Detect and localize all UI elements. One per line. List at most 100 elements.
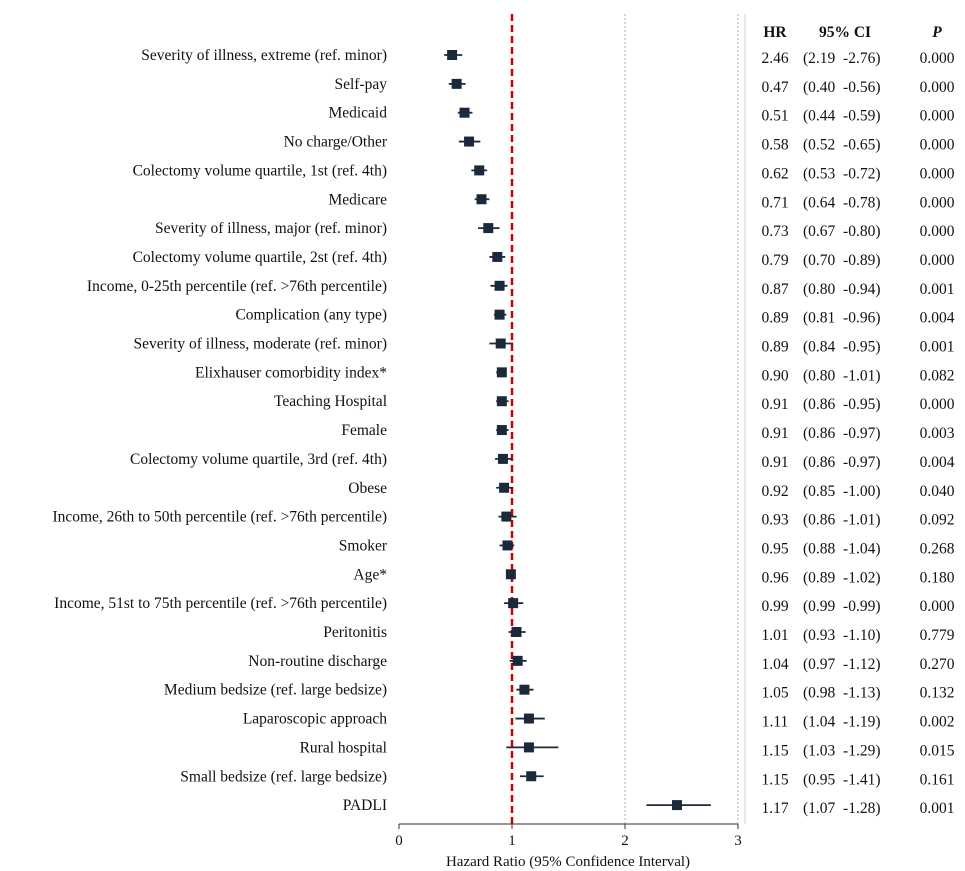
table-p-value: 0.002 [920,714,955,731]
x-axis: 0 1 2 3 [395,823,742,849]
hr-marker [464,136,475,147]
table-hr-value: 0.73 [761,223,788,240]
hr-marker [511,627,522,637]
data-marks [444,50,711,811]
table-p-value: 0.015 [920,742,955,759]
hr-marker [483,223,494,234]
row-label: Colectomy volume quartile, 1st (ref. 4th… [133,162,387,179]
table-p-value: 0.003 [920,425,955,442]
table-p-value: 0.270 [920,656,955,673]
table-p-value: 0.001 [920,800,955,817]
table-ci-value: (0.81 -0.96) [803,310,881,327]
table-p-value: 0.004 [920,310,955,327]
table-ci-value: (2.19 -2.76) [803,50,881,67]
row-labels: Severity of illness, extreme (ref. minor… [52,47,387,814]
table-hr-value: 0.89 [761,310,788,327]
hr-marker [508,598,519,609]
table-hr-value: 0.51 [761,108,788,125]
table-hr-value: 1.15 [761,771,788,788]
table-ci-value: (0.85 -1.00) [803,483,881,500]
table-ci-value: (0.52 -0.65) [803,137,881,154]
row-label: No charge/Other [284,134,388,151]
row-label: Medicaid [328,105,387,122]
row-label: Colectomy volume quartile, 2st (ref. 4th… [133,249,387,266]
table-hr-value: 0.96 [761,569,788,586]
x-tick-label: 1 [508,833,516,849]
hr-marker [526,771,537,782]
x-axis-title: Hazard Ratio (95% Confidence Interval) [446,854,690,870]
table-p-value: 0.004 [920,454,955,471]
row-label: Age* [353,566,387,583]
table-ci-value: (0.44 -0.59) [803,108,881,125]
table-p-value: 0.000 [920,598,955,615]
row-label: Rural hospital [300,739,387,756]
row-label: Income, 0-25th percentile (ref. >76th pe… [87,278,387,295]
table-ci-value: (0.99 -0.99) [803,598,881,615]
hr-marker [512,655,523,666]
table-hr-value: 0.87 [761,281,788,298]
table-hr-value: 0.89 [761,339,788,356]
row-label: Elixhauser comorbidity index* [195,364,387,381]
table-ci-value: (1.04 -1.19) [803,714,881,731]
hr-marker [447,50,458,60]
table-p-value: 0.000 [920,137,955,154]
hr-marker [499,482,510,493]
hr-marker [501,511,512,522]
table-ci-value: (0.98 -1.13) [803,685,881,702]
table-hr-value: 0.91 [761,454,788,471]
x-tick-label: 2 [621,833,629,849]
table-hr-value: 1.01 [761,627,788,644]
hr-marker [496,396,507,407]
table-ci-value: (0.67 -0.80) [803,223,881,240]
table-ci-value: (0.95 -1.41) [803,771,881,788]
table-p-value: 0.180 [920,569,955,586]
row-label: Complication (any type) [235,307,387,324]
hr-marker [496,367,507,378]
hr-marker [497,453,508,464]
row-label: Income, 26th to 50th percentile (ref. >7… [52,509,387,526]
header-p: P [932,24,942,41]
x-tick-label: 3 [734,833,742,849]
table-ci-value: (0.89 -1.02) [803,569,881,586]
table-ci-value: (1.03 -1.29) [803,742,881,759]
row-label: Teaching Hospital [274,393,387,410]
table-p-value: 0.779 [920,627,955,644]
table-p-value: 0.040 [920,483,955,500]
hr-marker [523,713,534,724]
table-ci-value: (0.80 -0.94) [803,281,881,298]
row-label: Female [341,422,387,439]
header-hr: HR [763,24,787,41]
hr-marker [519,684,530,695]
table-p-value: 0.132 [920,685,955,702]
row-label: Non-routine discharge [248,653,387,670]
table-ci-value: (0.64 -0.78) [803,194,881,211]
hr-marker [671,800,682,811]
row-label: Smoker [339,537,388,554]
row-label: Laparoscopic approach [243,711,387,728]
table-ci-value: (0.80 -1.01) [803,367,881,384]
table-p-value: 0.082 [920,367,955,384]
table-ci-value: (0.86 -0.95) [803,396,881,413]
hr-marker [505,569,516,580]
table-ci-value: (0.70 -0.89) [803,252,881,269]
table-p-value: 0.161 [920,771,955,788]
row-label: Severity of illness, extreme (ref. minor… [141,47,387,64]
header-ci: 95% CI [819,24,871,41]
table-p-value: 0.000 [920,396,955,413]
table-hr-value: 0.90 [761,367,788,384]
table-ci-value: (0.86 -1.01) [803,512,881,529]
table-hr-value: 0.91 [761,396,788,413]
hr-marker [523,742,534,753]
row-label: Severity of illness, major (ref. minor) [155,220,387,237]
hr-marker [494,280,505,291]
table-hr-value: 0.47 [761,79,788,96]
table-hr-value: 1.15 [761,742,788,759]
table-ci-value: (0.84 -0.95) [803,339,881,356]
hr-marker [459,107,470,118]
table-hr-value: 0.95 [761,540,788,557]
table-p-value: 0.092 [920,512,955,529]
table-ci-value: (0.97 -1.12) [803,656,881,673]
table-hr-value: 0.62 [761,165,788,182]
table-hr-value: 0.71 [761,194,788,211]
row-label: Income, 51st to 75th percentile (ref. >7… [54,595,387,612]
